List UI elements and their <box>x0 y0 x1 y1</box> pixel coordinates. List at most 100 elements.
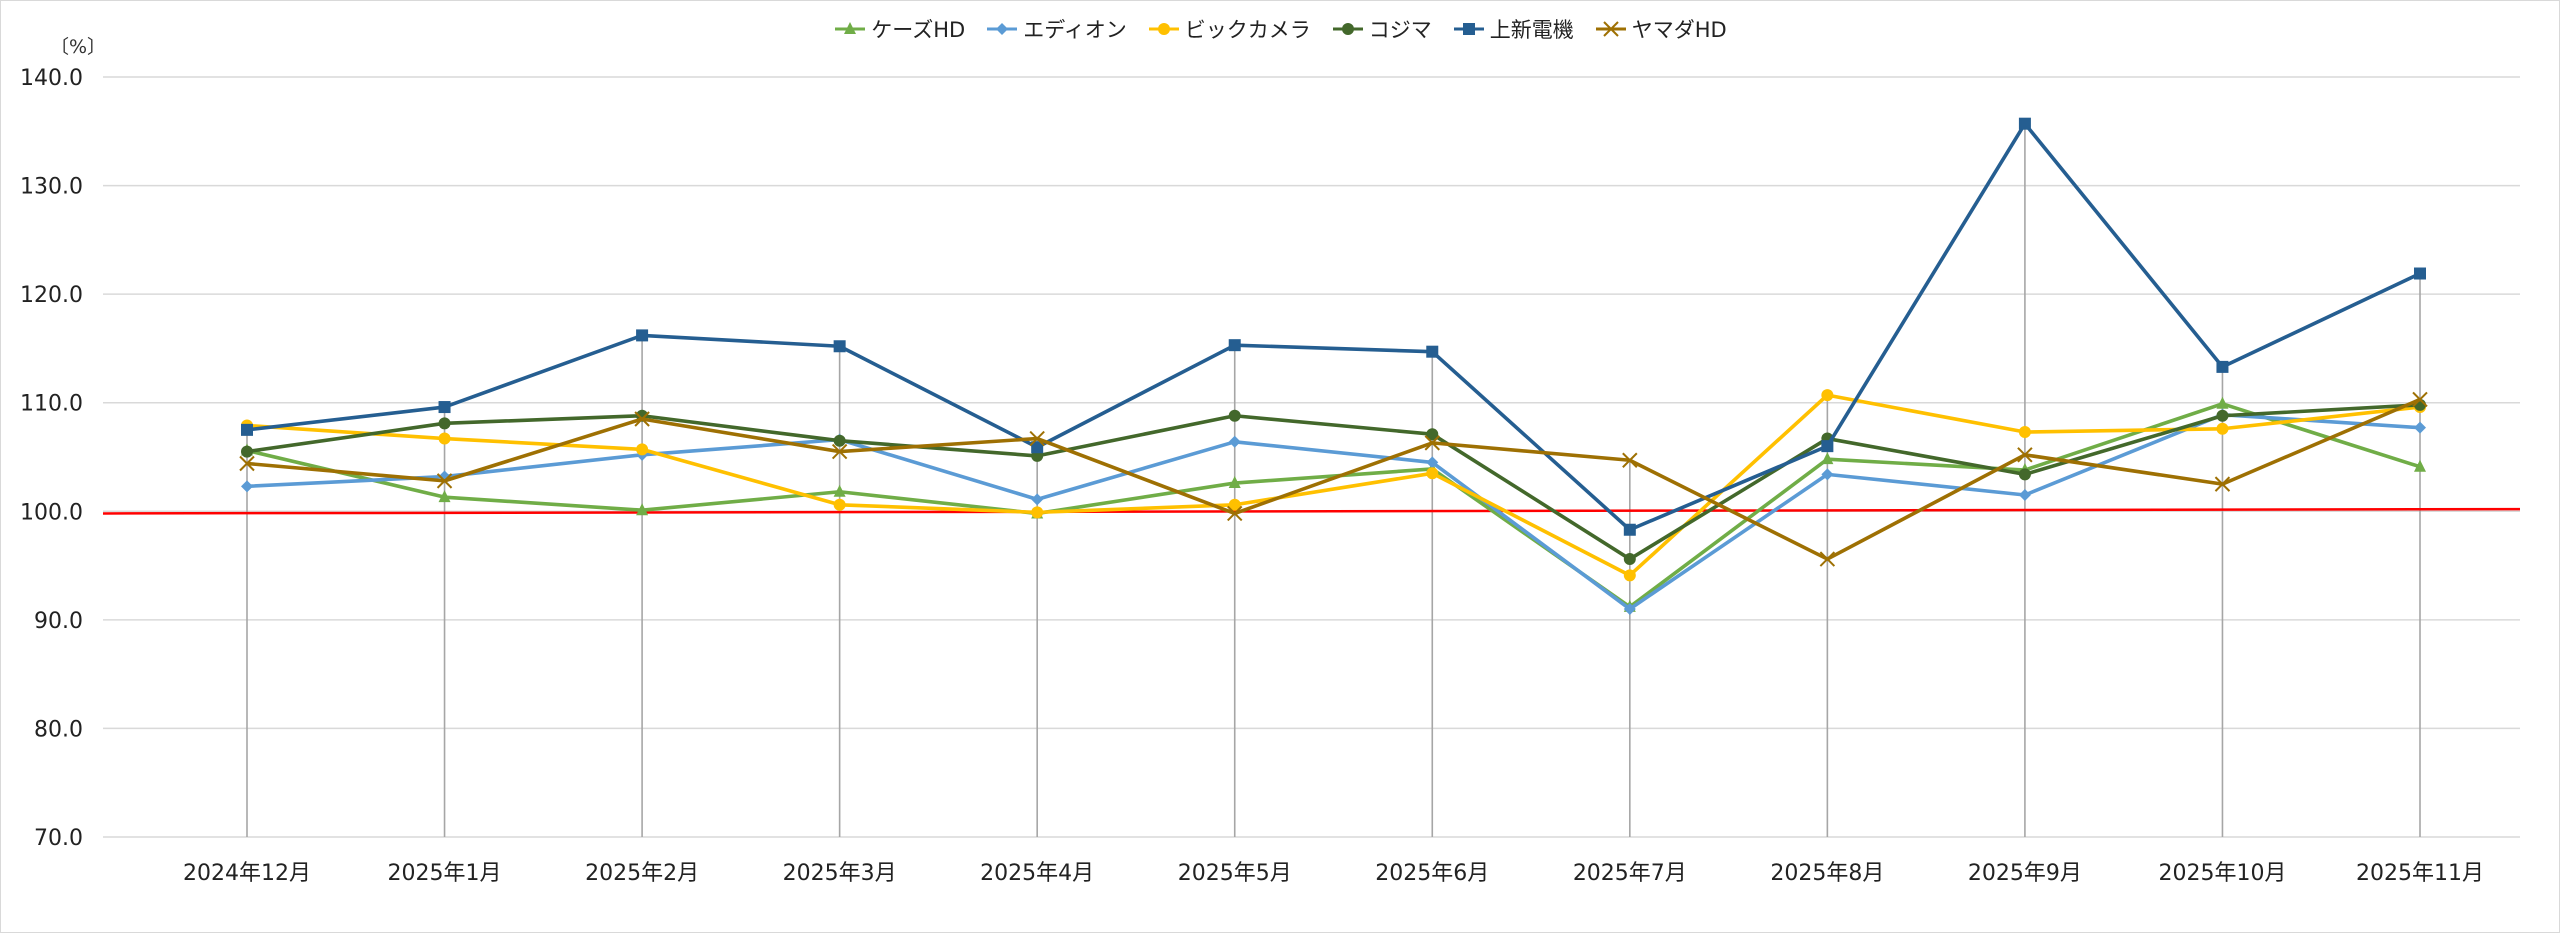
x-stroke <box>1603 21 1619 37</box>
data-point <box>833 498 846 511</box>
x-stroke <box>1227 505 1243 522</box>
data-point <box>1228 435 1241 448</box>
data-point <box>1228 409 1241 422</box>
x-tick-label: 2025年3月 <box>783 861 897 886</box>
legend-marker-icon <box>1595 21 1626 37</box>
data-point <box>1029 430 1045 447</box>
x-stroke <box>2412 391 2428 408</box>
x-tick-label: 2025年6月 <box>1375 861 1489 886</box>
data-point <box>1623 553 1636 566</box>
series-line <box>246 393 2421 578</box>
data-point <box>2216 409 2229 422</box>
data-point <box>1819 551 1836 567</box>
data-point <box>1821 389 1834 402</box>
data-point <box>2214 476 2231 492</box>
data-point <box>438 432 451 445</box>
series-2 <box>241 389 2426 582</box>
legend-marker <box>1462 23 1475 35</box>
data-point <box>2412 391 2428 408</box>
x-stroke <box>831 443 848 460</box>
legend-label: ヤマダHD <box>1631 18 1727 42</box>
x-stroke <box>1819 551 1836 567</box>
data-point <box>1426 456 1439 469</box>
data-point <box>1821 440 1834 453</box>
series-4 <box>241 117 2426 536</box>
legend-label: ケーズHD <box>871 18 966 42</box>
x-stroke <box>1622 452 1638 468</box>
data-point <box>436 473 453 489</box>
legend-marker-icon <box>987 23 1018 35</box>
data-point <box>1426 428 1439 441</box>
legend-label: ビックカメラ <box>1184 18 1311 42</box>
legend-item: コジマ <box>1331 14 1432 44</box>
data-point <box>2414 267 2426 280</box>
data-point <box>2018 117 2031 130</box>
legend-marker <box>844 22 857 34</box>
y-tick-label: 140.0 <box>20 66 83 91</box>
series-line <box>246 403 2421 561</box>
data-point <box>1031 441 1044 454</box>
x-tick-label: 2025年7月 <box>1573 861 1687 886</box>
legend-item: ケーズHD <box>833 14 965 44</box>
legend-marker <box>996 23 1009 35</box>
data-point <box>1031 493 1044 506</box>
data-point <box>1426 467 1439 480</box>
data-point <box>634 411 650 427</box>
legend-marker-icon <box>1332 23 1363 35</box>
legend-marker <box>1157 23 1170 35</box>
data-point <box>1821 452 1834 465</box>
legend-marker-icon <box>1148 23 1179 35</box>
series-5 <box>239 391 2428 567</box>
x-tick-label: 2025年8月 <box>1770 861 1884 886</box>
x-tick-label: 2025年2月 <box>585 861 699 886</box>
legend-item: ヤマダHD <box>1594 14 1727 44</box>
legend-item: エディオン <box>985 14 1127 44</box>
x-stroke <box>1424 435 1440 451</box>
x-tick-label: 2025年10月 <box>2158 861 2286 886</box>
legend-item: ビックカメラ <box>1147 14 1311 44</box>
y-tick-label: 90.0 <box>34 609 83 634</box>
legend-label: エディオン <box>1023 18 1127 42</box>
legend-marker <box>1341 23 1354 35</box>
data-point <box>1228 339 1241 352</box>
data-point <box>833 340 846 353</box>
y-unit-label: 〔%〕 <box>50 36 107 58</box>
data-point <box>1821 468 1834 481</box>
data-point <box>438 401 451 414</box>
data-point <box>2018 426 2031 439</box>
data-point <box>2216 360 2229 373</box>
x-stroke <box>2214 476 2231 492</box>
data-point <box>1623 603 1636 615</box>
x-tick-label: 2025年1月 <box>388 861 502 886</box>
data-point <box>1228 498 1241 511</box>
data-point <box>2018 468 2031 481</box>
legend-marker-icon <box>835 22 866 34</box>
series-3 <box>241 398 2426 566</box>
data-point <box>2414 421 2426 434</box>
x-tick-label: 2025年11月 <box>2356 861 2484 886</box>
x-tick-label: 2025年9月 <box>1968 861 2082 886</box>
x-tick-label: 2024年12月 <box>183 861 311 886</box>
data-point <box>438 417 451 430</box>
data-point <box>1031 506 1044 519</box>
y-tick-label: 120.0 <box>20 283 83 308</box>
reference-line-100 <box>102 507 2521 515</box>
x-stroke <box>436 473 453 489</box>
data-point <box>241 423 253 436</box>
legend-item: 上新電機 <box>1452 14 1574 44</box>
data-point <box>2018 489 2031 501</box>
data-point <box>833 484 846 497</box>
legend-marker-icon <box>1453 23 1484 35</box>
series-line <box>246 121 2421 532</box>
data-point <box>239 455 255 472</box>
data-point <box>1227 505 1243 522</box>
y-tick-label: 100.0 <box>20 500 83 525</box>
data-point <box>241 445 253 458</box>
data-point <box>2414 459 2426 472</box>
data-point <box>1623 569 1636 582</box>
data-point <box>1424 435 1440 451</box>
legend: ケーズHD エディオン ビックカメラ コジマ 上新電機 ヤマダHD <box>0 14 2560 44</box>
x-stroke <box>239 455 255 472</box>
data-point <box>241 480 253 493</box>
legend-marker <box>1603 21 1619 37</box>
